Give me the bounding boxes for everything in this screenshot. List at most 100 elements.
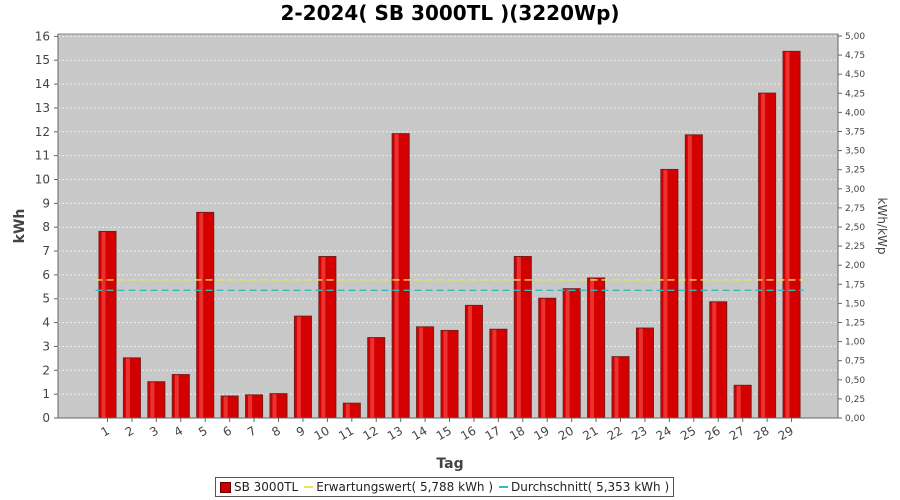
y-tick-label: 10 (35, 172, 50, 186)
y-right-tick-label: 4,00 (845, 108, 865, 118)
chart-title: 2-2024( SB 3000TL )(3220Wp) (280, 1, 619, 25)
x-tick-label: 13 (385, 423, 405, 443)
bar-highlight (638, 328, 643, 418)
bar-highlight (565, 289, 570, 418)
x-tick-label: 27 (727, 423, 747, 443)
x-tick-label: 21 (580, 423, 600, 443)
x-tick-label: 11 (336, 423, 356, 443)
bar-highlight (321, 257, 326, 418)
bar-highlight (541, 298, 546, 418)
bar-highlight (516, 257, 521, 418)
x-tick-label: 1 (98, 423, 112, 439)
y-right-tick-label: 1,75 (845, 280, 865, 290)
bar-highlight (663, 169, 668, 418)
grid (58, 35, 838, 395)
y-axis-right-label: kWh/kWp (875, 198, 889, 255)
y-tick-label: 7 (42, 244, 50, 258)
y-tick-label: 9 (42, 196, 50, 210)
y-tick-label: 14 (35, 77, 50, 91)
x-tick-label: 22 (605, 423, 625, 443)
x-tick-label: 26 (703, 423, 723, 443)
y-right-tick-label: 1,00 (845, 338, 865, 348)
x-tick-label: 20 (556, 423, 576, 443)
legend-item-series: SB 3000TL (220, 480, 298, 494)
y-right-tick-label: 4,75 (845, 51, 865, 61)
x-tick-label: 29 (776, 423, 796, 443)
bar-highlight (419, 327, 424, 418)
bar-highlight (296, 316, 301, 418)
x-tick-label: 25 (678, 423, 698, 443)
legend: SB 3000TL Erwartungswert( 5,788 kWh ) Du… (215, 477, 675, 497)
y-right-tick-label: 3,00 (845, 185, 865, 195)
y-right-tick-label: 1,50 (845, 299, 865, 309)
x-axis: 1 2 3 4 5 6 7 8 9 10 11 12 13 14 15 16 17 18 19 20 21 22 23 24 2… (58, 417, 838, 443)
bar-highlight (248, 395, 253, 418)
bar-highlight (223, 396, 228, 418)
x-tick-label: 23 (629, 423, 649, 443)
bar-highlight (687, 135, 692, 418)
y-tick-label: 15 (35, 53, 50, 67)
bars (98, 50, 801, 419)
y-right-tick-label: 0,00 (845, 414, 865, 424)
x-tick-label: 9 (294, 423, 308, 439)
legend-label-expected: Erwartungswert( 5,788 kWh ) (316, 480, 494, 494)
reference-lines (95, 279, 804, 291)
x-tick-label: 8 (269, 423, 283, 439)
bar-highlight (125, 358, 130, 418)
x-tick-label: 19 (532, 423, 552, 443)
y-tick-label: 13 (35, 101, 50, 115)
y-right-tick-label: 4,50 (845, 70, 865, 80)
bar-highlight (761, 93, 766, 419)
bar-highlight (199, 212, 204, 418)
x-tick-label: 2 (123, 423, 137, 439)
y-axis-right: 0,00 0,25 0,50 0,75 1,00 1,25 1,50 1,75 2,00 2,25… (837, 32, 865, 424)
x-tick-label: 3 (147, 423, 161, 439)
y-right-tick-label: 3,75 (845, 128, 865, 138)
y-tick-label: 6 (42, 268, 50, 282)
bar-highlight (614, 357, 619, 418)
y-right-tick-label: 2,00 (845, 261, 865, 271)
y-right-tick-label: 2,25 (845, 242, 865, 252)
y-right-tick-label: 5,00 (845, 32, 865, 42)
legend-swatch-average (499, 486, 509, 488)
y-tick-label: 1 (42, 387, 50, 401)
bar-highlight (590, 278, 595, 418)
y-right-tick-label: 2,75 (845, 204, 865, 214)
x-tick-label: 4 (172, 423, 186, 439)
y-tick-label: 12 (35, 125, 50, 139)
bar-highlight (467, 305, 472, 418)
y-tick-label: 11 (35, 149, 50, 163)
y-right-tick-label: 1,25 (845, 319, 865, 329)
bar-highlight (712, 302, 717, 418)
y-right-tick-label: 0,75 (845, 357, 865, 367)
bar-highlight (174, 375, 179, 418)
bar-highlight (101, 231, 106, 418)
y-tick-label: 4 (42, 316, 50, 330)
bar-highlight (736, 385, 741, 418)
y-axis-label: kWh (12, 209, 28, 244)
y-tick-label: 5 (42, 292, 50, 306)
y-tick-label: 0 (42, 411, 50, 425)
bar-highlight (492, 329, 497, 418)
x-tick-label: 16 (458, 423, 478, 443)
y-tick-label: 2 (42, 363, 50, 377)
legend-label-average: Durchschnitt( 5,353 kWh ) (511, 480, 670, 494)
x-tick-label: 24 (654, 423, 674, 443)
x-axis-label: Tag (436, 456, 463, 472)
legend-item-expected: Erwartungswert( 5,788 kWh ) (304, 480, 493, 494)
y-right-tick-label: 0,50 (845, 376, 865, 386)
x-tick-label: 5 (196, 423, 210, 439)
legend-swatch-series (220, 481, 231, 493)
bar-highlight (443, 330, 448, 418)
x-tick-label: 12 (360, 423, 380, 443)
x-tick-label: 7 (245, 423, 259, 439)
x-tick-label: 18 (507, 423, 527, 443)
x-tick-label: 6 (221, 423, 235, 439)
bar-highlight (785, 51, 790, 419)
y-tick-label: 8 (42, 220, 50, 234)
x-tick-label: 28 (751, 423, 771, 443)
y-right-tick-label: 4,25 (845, 89, 865, 99)
legend-label-series: SB 3000TL (234, 480, 299, 494)
